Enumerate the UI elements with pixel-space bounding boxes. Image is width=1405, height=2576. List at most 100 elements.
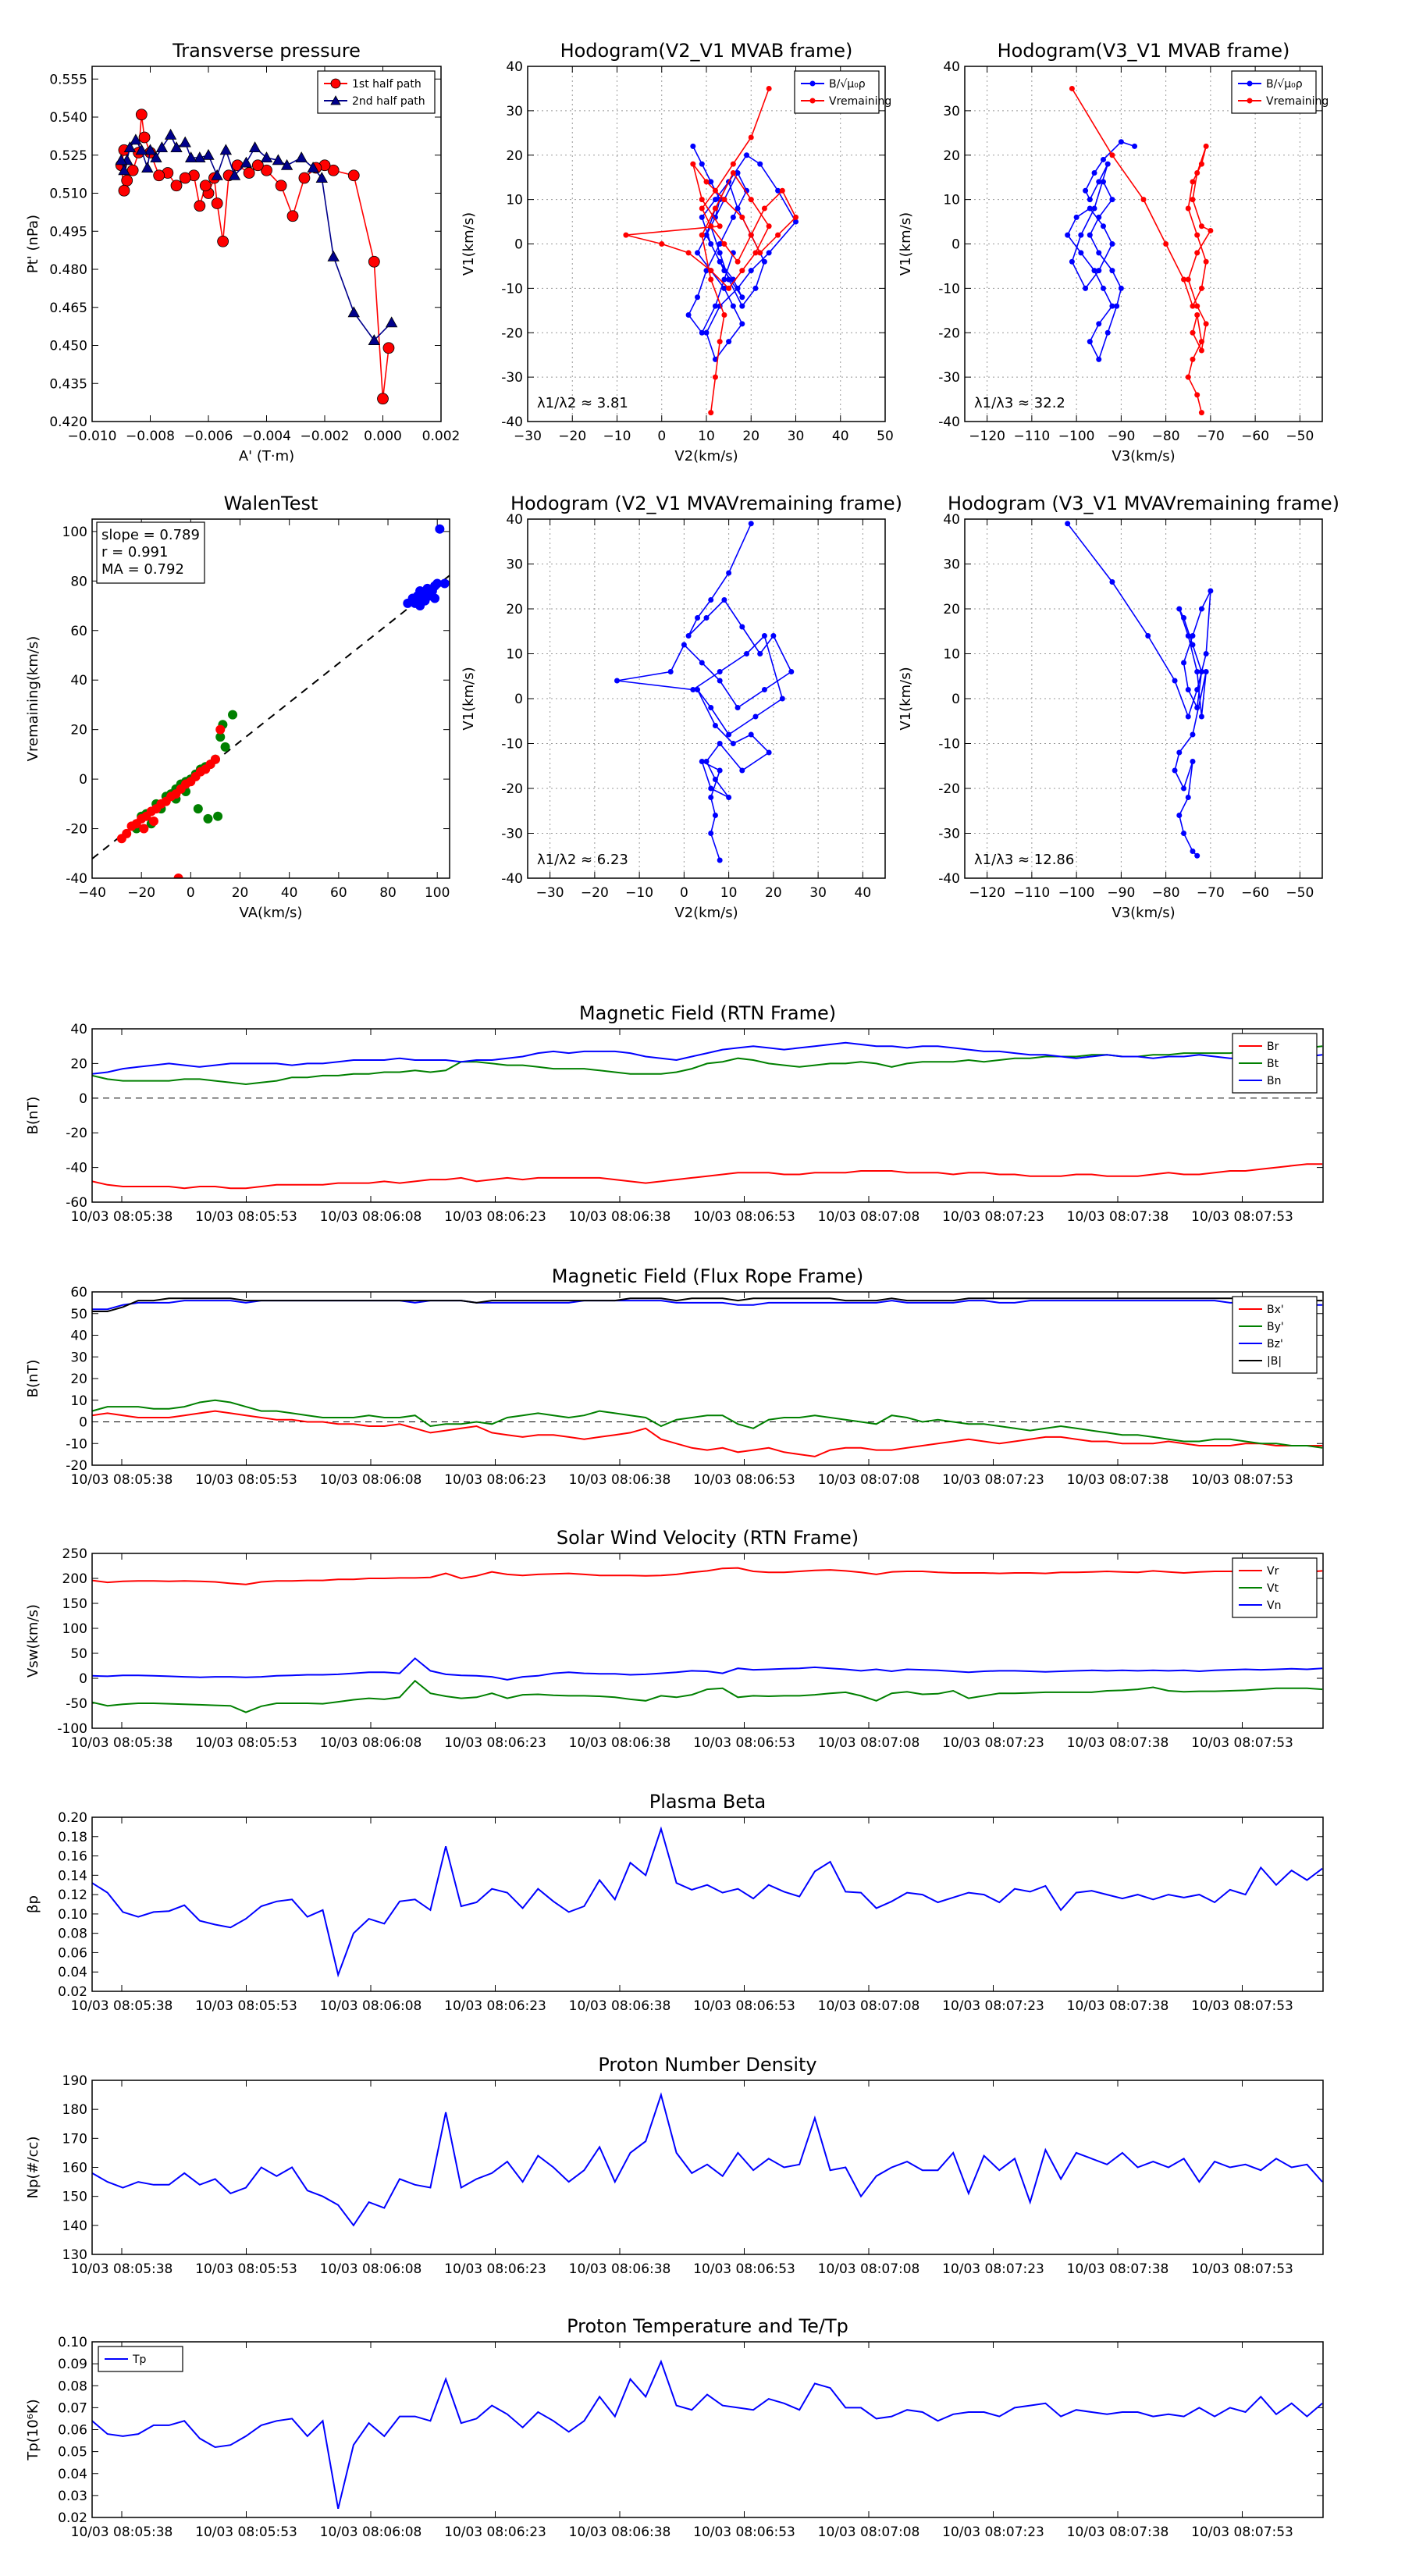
x-tick-label: 10/03 08:07:38 (1067, 1735, 1169, 1751)
data-point (1203, 321, 1209, 327)
y-axis-label: V1(km/s) (898, 667, 914, 730)
y-tick-label: 0.450 (49, 339, 87, 354)
legend-label: Vremaining (1266, 95, 1329, 108)
data-point (717, 258, 723, 265)
data-point (1132, 143, 1138, 149)
series-line (92, 1567, 1323, 1585)
y-tick-label: 0.03 (58, 2489, 87, 2504)
x-tick-label: −10 (625, 885, 653, 901)
data-point (1190, 759, 1196, 764)
data-point (1181, 660, 1187, 666)
data-point (748, 731, 754, 738)
series-Bx' (92, 1410, 1323, 1457)
data-point (695, 687, 701, 692)
x-tick-label: −50 (1286, 429, 1314, 444)
series-line (92, 1679, 1323, 1713)
x-tick-label: −100 (1058, 885, 1095, 901)
x-tick-label: 10/03 08:06:53 (693, 2261, 795, 2277)
data-point (260, 151, 273, 163)
data-point (721, 312, 727, 318)
data-point (761, 258, 767, 265)
data-point (215, 732, 226, 742)
x-tick-label: −30 (514, 429, 542, 444)
x-tick-label: 0.002 (422, 429, 461, 444)
y-axis-label: Vsw(km/s) (25, 1604, 41, 1678)
stats-box (96, 521, 205, 584)
y-tick-label: 0.02 (58, 1984, 87, 2000)
chart-hodo_v3v1_mvav: Hodogram (V3_V1 MVAVremaining frame) -40 -… (898, 493, 1339, 921)
data-point (735, 285, 741, 291)
data-point (298, 172, 311, 184)
x-tick-label: −80 (1152, 429, 1180, 444)
y-tick-label: -40 (501, 871, 523, 887)
legend-marker (330, 78, 341, 89)
data-point (779, 187, 785, 194)
data-point (228, 169, 241, 180)
data-point (699, 161, 705, 167)
series-|B| (92, 1297, 1323, 1312)
data-point (735, 705, 741, 710)
data-point (726, 339, 732, 345)
data-point (1194, 669, 1200, 674)
y-tick-label: 40 (70, 673, 87, 688)
data-point (721, 241, 727, 247)
y-tick-label: -10 (938, 737, 960, 753)
chart-title: Plasma Beta (649, 1791, 766, 1813)
data-point (712, 197, 718, 203)
y-tick-label: 20 (943, 602, 960, 617)
series-By' (92, 1399, 1323, 1449)
data-point (1198, 339, 1204, 345)
series-Np (92, 2092, 1323, 2227)
y-tick-label: 30 (506, 557, 523, 573)
chart-title: Hodogram (V2_V1 MVAVremaining frame) (510, 493, 902, 514)
data-point (708, 785, 714, 792)
x-tick-label: 10/03 08:06:53 (693, 1472, 795, 1488)
plot-area (1065, 521, 1214, 859)
data-point (730, 161, 736, 167)
y-tick-label: 0.18 (58, 1830, 87, 1845)
data-point (1118, 139, 1124, 145)
x-tick-label: −80 (1152, 885, 1180, 901)
chart-title: Proton Temperature and Te/Tp (567, 2315, 848, 2337)
series-Br (92, 1163, 1323, 1190)
data-point (739, 767, 745, 774)
data-point (712, 205, 718, 212)
chart-hodo_v3v1_mvab: Hodogram(V3_V1 MVAB frame) -40 -30 -20 -10 0 1… (898, 40, 1329, 464)
y-tick-label: -20 (66, 1458, 87, 1474)
series-Bz' (92, 1300, 1323, 1311)
data-point (1185, 687, 1191, 692)
y-tick-label: 0.495 (49, 224, 87, 240)
data-point (327, 164, 340, 176)
x-tick-label: 10/03 08:06:53 (693, 1735, 795, 1751)
legend-label: |B| (1267, 1355, 1282, 1368)
data-point (1096, 250, 1102, 256)
data-point (1194, 232, 1200, 238)
data-point (739, 294, 745, 301)
x-tick-label: 10/03 08:05:38 (71, 1472, 173, 1488)
data-point (170, 180, 183, 192)
x-tick-label: 10/03 08:07:23 (942, 1209, 1044, 1225)
data-point (708, 223, 714, 229)
y-tick-label: -10 (501, 281, 523, 297)
series-Vt (92, 1679, 1323, 1713)
data-point (699, 660, 705, 666)
data-point (1190, 179, 1196, 185)
y-axis-label: βp (25, 1895, 41, 1913)
data-point (739, 268, 745, 274)
plot-frame (91, 66, 442, 422)
chart-hodo_v2v1_mvav: Hodogram (V2_V1 MVAVremaining frame) -40 -… (461, 493, 902, 921)
series-Vn (92, 1657, 1323, 1681)
chart-tp: Proton Temperature and Te/Tp 0.02 0.03 0.04… (25, 2315, 1324, 2540)
chart-bfield_flux: Magnetic Field (Flux Rope Frame) -20 -10 0 1… (25, 1265, 1324, 1488)
y-tick-label: 0 (514, 237, 523, 253)
x-tick-label: 10/03 08:06:53 (693, 2524, 795, 2540)
y-tick-label: 60 (70, 624, 87, 639)
data-point (1069, 258, 1075, 265)
x-tick-label: 10/03 08:07:08 (818, 2524, 920, 2540)
x-tick-label: 40 (832, 429, 849, 444)
data-point (1194, 303, 1200, 309)
y-axis-label: B(nT) (25, 1360, 41, 1398)
data-point (793, 214, 799, 220)
data-point (118, 164, 130, 176)
data-point (690, 687, 696, 692)
